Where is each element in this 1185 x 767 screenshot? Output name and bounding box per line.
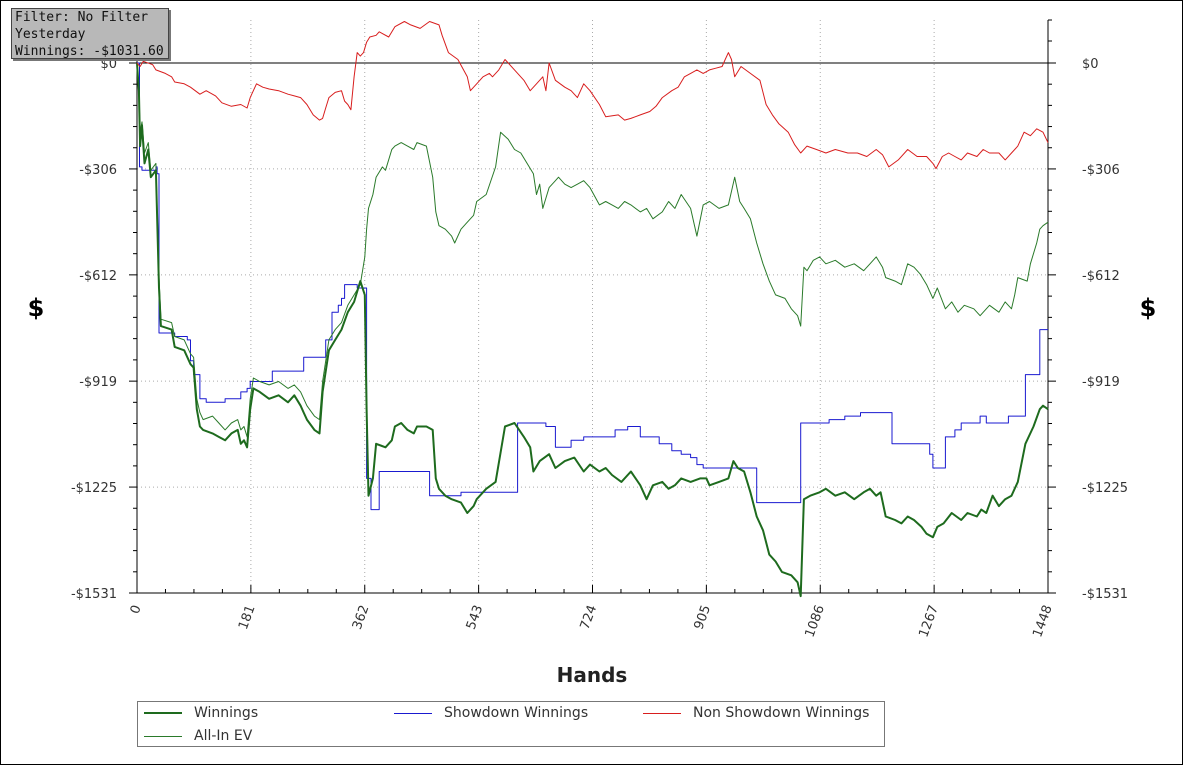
grid	[137, 20, 1048, 593]
x-tick-label: 181	[236, 603, 259, 631]
legend-swatch-nonshowdown	[643, 712, 681, 714]
x-tick-label: 724	[578, 603, 601, 631]
y-tick-label-right: -$1225	[1082, 481, 1128, 496]
series-line-showdown	[137, 62, 1048, 511]
x-tick-label: 1086	[803, 603, 828, 639]
y-axis-title-left: $	[28, 294, 45, 322]
x-tick-label: 905	[692, 603, 715, 631]
y-tick-label-left: -$1531	[71, 587, 117, 602]
legend-label-winnings: Winnings	[194, 705, 259, 721]
x-tick-label: 543	[464, 603, 487, 631]
x-axis-title: Hands	[557, 663, 628, 687]
axis-labels: $0 $0 -$306 -$306 -$612 -$612 -$919 -$919 -$1225…	[71, 57, 1128, 639]
filter-info-box: Filter: No Filter Yesterday Winnings: -$…	[11, 8, 169, 59]
y-tick-label-right: -$919	[1082, 375, 1120, 390]
legend-label-nonshowdown: Non Showdown Winnings	[693, 705, 870, 721]
winnings-label: Winnings: -$1031.60	[15, 44, 164, 59]
x-tick-label: 0	[128, 603, 145, 616]
series-line-winnings	[136, 62, 1049, 598]
y-tick-label-right: $0	[1082, 57, 1099, 72]
legend-item-nonshowdown[interactable]: Non Showdown Winnings	[643, 703, 869, 723]
y-tick-label-left: -$919	[79, 375, 117, 390]
axes	[129, 19, 1056, 594]
y-tick-label-right: -$612	[1082, 269, 1120, 284]
legend-swatch-showdown	[394, 712, 432, 714]
y-tick-label-left: -$1225	[71, 481, 117, 496]
x-tick-label: 1267	[916, 603, 941, 639]
legend-item-winnings[interactable]: Winnings	[144, 703, 258, 723]
y-tick-label-left: -$612	[79, 269, 117, 284]
legend: Winnings Showdown Winnings Non Showdown …	[137, 701, 885, 747]
legend-swatch-winnings	[144, 712, 182, 714]
filter-label: Filter: No Filter	[15, 10, 149, 25]
legend-item-showdown[interactable]: Showdown Winnings	[394, 703, 588, 723]
y-tick-label-left: -$306	[79, 163, 117, 178]
y-tick-label-right: -$306	[1082, 163, 1120, 178]
series-line-nonshowdown	[136, 21, 1049, 170]
y-tick-label-left: $0	[100, 57, 117, 72]
y-tick-label-right: -$1531	[1082, 587, 1128, 602]
x-tick-label: 362	[350, 603, 373, 631]
legend-swatch-allin	[144, 735, 182, 737]
legend-label-showdown: Showdown Winnings	[444, 705, 589, 721]
period-label: Yesterday	[15, 27, 86, 42]
series-line-allin	[136, 62, 1049, 438]
legend-item-allin[interactable]: All-In EV	[144, 726, 252, 746]
series	[136, 21, 1049, 598]
y-axis-title-right: $	[1140, 294, 1157, 322]
legend-label-allin: All-In EV	[194, 728, 253, 744]
x-tick-label: 1448	[1030, 603, 1055, 639]
